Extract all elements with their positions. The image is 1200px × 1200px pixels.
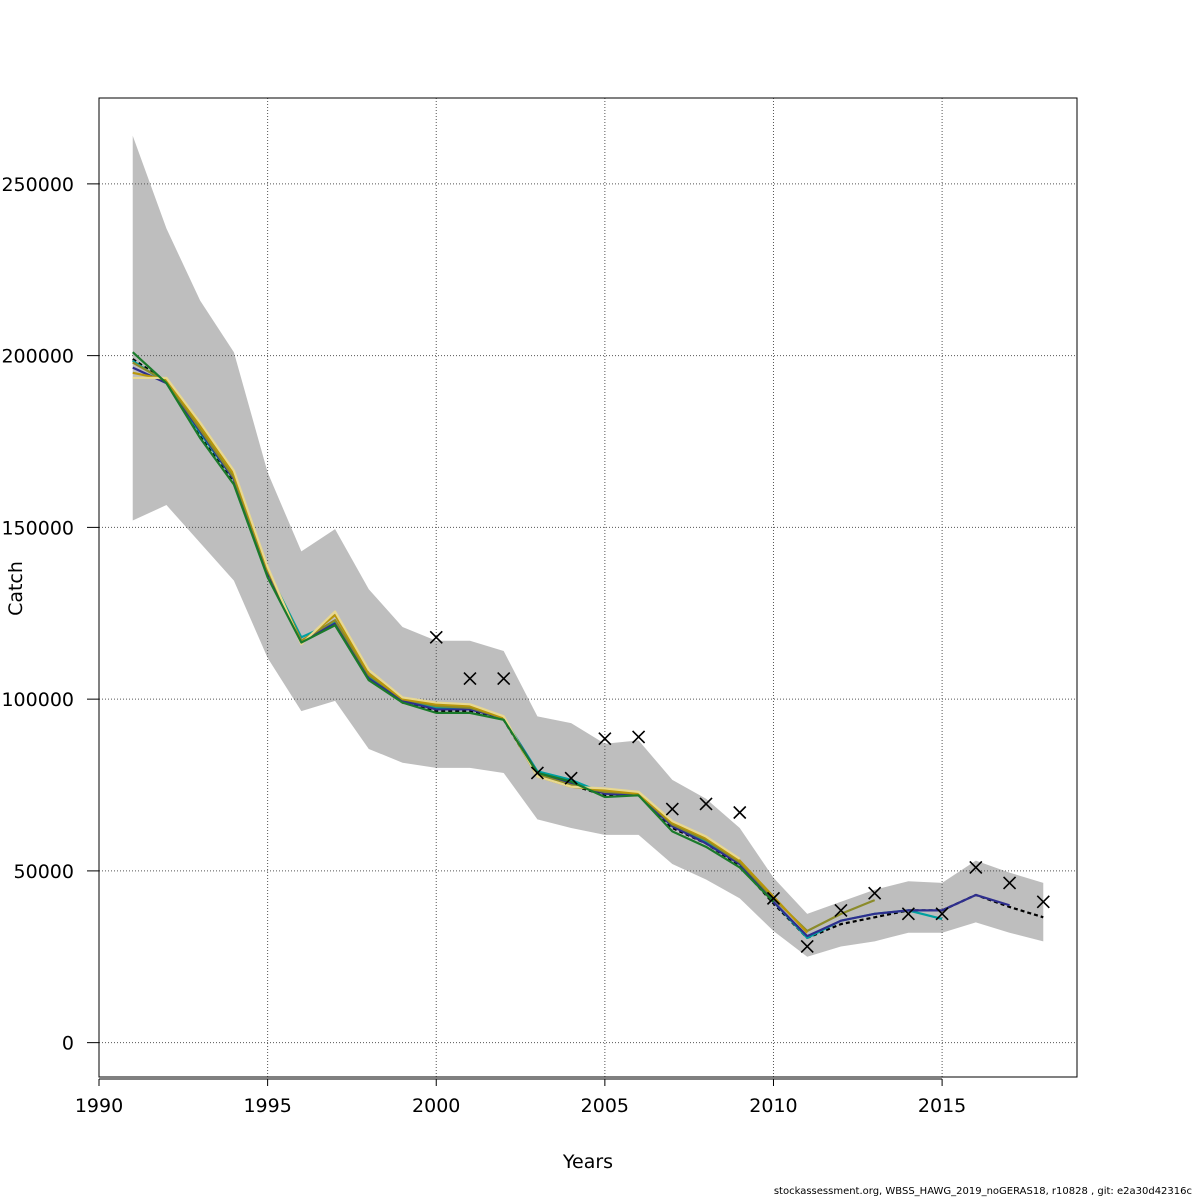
- observation-point: [834, 903, 848, 917]
- y-tick-label: 100000: [1, 689, 74, 711]
- confidence-band: [132, 135, 1044, 957]
- y-tick-label: 150000: [1, 517, 74, 539]
- observation-point: [463, 671, 477, 686]
- y-tick-label: 200000: [1, 346, 74, 368]
- plot-frame: [98, 97, 1078, 1078]
- observation-point: [699, 797, 713, 811]
- observation-point: [969, 860, 983, 875]
- x-tick-label: 2005: [581, 1095, 629, 1117]
- observation-point: [935, 907, 949, 921]
- x-tick-label: 1990: [75, 1095, 123, 1117]
- series-line-6: [132, 376, 741, 860]
- observation-point: [564, 771, 578, 785]
- observation-point: [632, 730, 646, 744]
- axes: 1990 1995 2000 2005 2010 2015 0 50000 100000 1500…: [1, 174, 966, 1117]
- observation-point: [1036, 895, 1050, 909]
- x-axis-title: Years: [562, 1151, 613, 1173]
- series-line-7: [131, 351, 775, 903]
- observation-point: [497, 671, 511, 686]
- x-tick-label: 1995: [243, 1095, 291, 1117]
- series-line-3: [132, 366, 1010, 938]
- confidence-band-area: [132, 135, 1044, 957]
- y-tick-label: 50000: [14, 861, 74, 883]
- observation-point: [598, 732, 612, 746]
- y-tick-label: 0: [62, 1033, 74, 1055]
- x-tick-label: 2000: [412, 1095, 460, 1117]
- observation-point: [733, 805, 747, 820]
- observation-point: [868, 886, 882, 900]
- y-tick-label: 250000: [1, 174, 74, 196]
- x-tick-label: 2010: [749, 1095, 797, 1117]
- observation-point: [800, 939, 814, 954]
- observation-point: [665, 802, 679, 816]
- observation-point: [1002, 876, 1017, 890]
- observation-point: [766, 891, 781, 905]
- y-axis-title: Catch: [5, 561, 27, 616]
- observation-markers: [429, 630, 1050, 954]
- x-tick-label: 2015: [918, 1095, 966, 1117]
- series-lines: [131, 351, 1044, 939]
- observation-point: [429, 630, 443, 644]
- footer-credit: stockassessment.org, WBSS_HAWG_2019_noGE…: [773, 1186, 1192, 1197]
- grid: [98, 98, 1077, 1077]
- observation-point: [530, 766, 544, 780]
- observation-point: [901, 907, 915, 921]
